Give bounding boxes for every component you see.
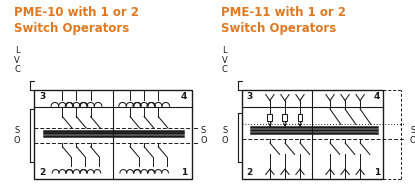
Text: L
V
C: L V C — [222, 46, 228, 74]
Text: 1: 1 — [374, 168, 380, 177]
Text: 1: 1 — [181, 168, 188, 177]
Text: S
O: S O — [410, 126, 415, 145]
Text: 4: 4 — [181, 92, 188, 101]
Bar — [283, 114, 287, 121]
Text: S
O: S O — [222, 126, 228, 145]
Text: S
O: S O — [14, 126, 21, 145]
Text: 2: 2 — [247, 168, 253, 177]
Text: PME-10 with 1 or 2
Switch Operators: PME-10 with 1 or 2 Switch Operators — [14, 6, 139, 35]
Text: 2: 2 — [39, 168, 45, 177]
Text: PME-11 with 1 or 2
Switch Operators: PME-11 with 1 or 2 Switch Operators — [221, 6, 346, 35]
Text: S
O: S O — [200, 126, 207, 145]
Bar — [34, 90, 192, 179]
Text: 3: 3 — [247, 92, 253, 101]
Bar — [298, 114, 303, 121]
Text: 4: 4 — [374, 92, 380, 101]
Text: L
V
C: L V C — [15, 46, 20, 74]
Bar — [242, 90, 383, 179]
Bar — [267, 114, 272, 121]
Text: 3: 3 — [39, 92, 45, 101]
